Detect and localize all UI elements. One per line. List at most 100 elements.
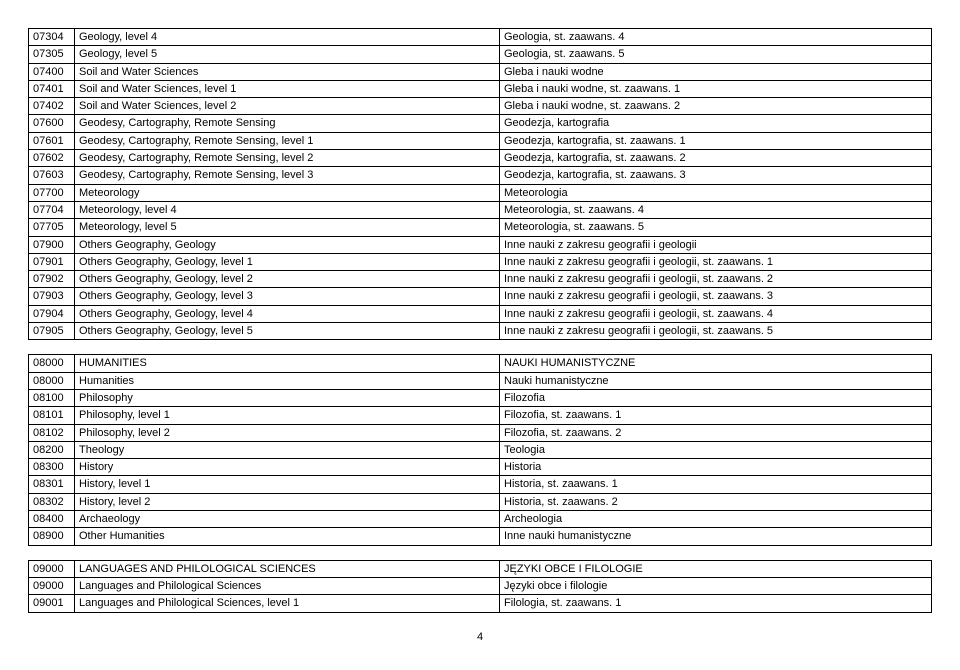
pl-cell: Inne nauki z zakresu geografii i geologi… — [500, 271, 932, 288]
en-cell: Meteorology, level 4 — [75, 201, 500, 218]
en-cell: Philosophy, level 1 — [75, 407, 500, 424]
table-row: 07705Meteorology, level 5Meteorologia, s… — [29, 219, 932, 236]
code-cell: 07602 — [29, 150, 75, 167]
pl-cell: Geologia, st. zaawans. 4 — [500, 29, 932, 46]
code-cell: 08301 — [29, 476, 75, 493]
pl-cell: Gleba i nauki wodne, st. zaawans. 1 — [500, 80, 932, 97]
table-row: 07600Geodesy, Cartography, Remote Sensin… — [29, 115, 932, 132]
pl-cell: NAUKI HUMANISTYCZNE — [500, 355, 932, 372]
pl-cell: Inne nauki z zakresu geografii i geologi… — [500, 323, 932, 340]
code-cell: 07704 — [29, 201, 75, 218]
table-row: 08102Philosophy, level 2Filozofia, st. z… — [29, 424, 932, 441]
code-cell: 07904 — [29, 305, 75, 322]
en-cell: Languages and Philological Sciences, lev… — [75, 595, 500, 612]
code-cell: 08000 — [29, 372, 75, 389]
pl-cell: Geodezja, kartografia — [500, 115, 932, 132]
en-cell: History, level 1 — [75, 476, 500, 493]
pl-cell: Geodezja, kartografia, st. zaawans. 1 — [500, 132, 932, 149]
en-cell: Languages and Philological Sciences — [75, 577, 500, 594]
pl-cell: JĘZYKI OBCE I FILOLOGIE — [500, 560, 932, 577]
pl-cell: Teologia — [500, 441, 932, 458]
code-cell: 07905 — [29, 323, 75, 340]
table-row: 07905Others Geography, Geology, level 5I… — [29, 323, 932, 340]
pl-cell: Gleba i nauki wodne, st. zaawans. 2 — [500, 98, 932, 115]
en-cell: Philosophy, level 2 — [75, 424, 500, 441]
en-cell: Soil and Water Sciences, level 2 — [75, 98, 500, 115]
code-cell: 07900 — [29, 236, 75, 253]
pl-cell: Geologia, st. zaawans. 5 — [500, 46, 932, 63]
pl-cell: Inne nauki z zakresu geografii i geologi… — [500, 236, 932, 253]
pl-cell: Filologia, st. zaawans. 1 — [500, 595, 932, 612]
data-table: 09000LANGUAGES AND PHILOLOGICAL SCIENCES… — [28, 560, 932, 613]
en-cell: Geodesy, Cartography, Remote Sensing — [75, 115, 500, 132]
en-cell: LANGUAGES AND PHILOLOGICAL SCIENCES — [75, 560, 500, 577]
table-row: 09000Languages and Philological Sciences… — [29, 577, 932, 594]
pl-cell: Gleba i nauki wodne — [500, 63, 932, 80]
en-cell: Others Geography, Geology — [75, 236, 500, 253]
pl-cell: Historia, st. zaawans. 1 — [500, 476, 932, 493]
code-cell: 07902 — [29, 271, 75, 288]
code-cell: 08100 — [29, 389, 75, 406]
data-table: 07304Geology, level 4Geologia, st. zaawa… — [28, 28, 932, 340]
table-row: 08302History, level 2Historia, st. zaawa… — [29, 493, 932, 510]
table-row: 07901Others Geography, Geology, level 1I… — [29, 253, 932, 270]
table-row: 07304Geology, level 4Geologia, st. zaawa… — [29, 29, 932, 46]
pl-cell: Geodezja, kartografia, st. zaawans. 2 — [500, 150, 932, 167]
en-cell: Meteorology, level 5 — [75, 219, 500, 236]
pl-cell: Nauki humanistyczne — [500, 372, 932, 389]
table-row: 07400Soil and Water SciencesGleba i nauk… — [29, 63, 932, 80]
en-cell: Philosophy — [75, 389, 500, 406]
code-cell: 07305 — [29, 46, 75, 63]
code-cell: 08200 — [29, 441, 75, 458]
code-cell: 09000 — [29, 577, 75, 594]
table-row: 07602Geodesy, Cartography, Remote Sensin… — [29, 150, 932, 167]
en-cell: Geology, level 4 — [75, 29, 500, 46]
pl-cell: Inne nauki z zakresu geografii i geologi… — [500, 288, 932, 305]
code-cell: 07705 — [29, 219, 75, 236]
en-cell: Others Geography, Geology, level 4 — [75, 305, 500, 322]
pl-cell: Filozofia, st. zaawans. 2 — [500, 424, 932, 441]
data-table: 08000HUMANITIESNAUKI HUMANISTYCZNE08000H… — [28, 354, 932, 545]
code-cell: 07700 — [29, 184, 75, 201]
table-row: 07305Geology, level 5Geologia, st. zaawa… — [29, 46, 932, 63]
table-row: 09001Languages and Philological Sciences… — [29, 595, 932, 612]
en-cell: Others Geography, Geology, level 3 — [75, 288, 500, 305]
table-row: 07902Others Geography, Geology, level 2I… — [29, 271, 932, 288]
table-row: 08101Philosophy, level 1Filozofia, st. z… — [29, 407, 932, 424]
table-row: 08200TheologyTeologia — [29, 441, 932, 458]
en-cell: Geodesy, Cartography, Remote Sensing, le… — [75, 167, 500, 184]
en-cell: Other Humanities — [75, 528, 500, 545]
page-number: 4 — [28, 631, 932, 643]
en-cell: Meteorology — [75, 184, 500, 201]
pl-cell: Inne nauki z zakresu geografii i geologi… — [500, 253, 932, 270]
en-cell: Soil and Water Sciences, level 1 — [75, 80, 500, 97]
pl-cell: Inne nauki humanistyczne — [500, 528, 932, 545]
code-cell: 07903 — [29, 288, 75, 305]
pl-cell: Meteorologia — [500, 184, 932, 201]
pl-cell: Meteorologia, st. zaawans. 5 — [500, 219, 932, 236]
en-cell: Geodesy, Cartography, Remote Sensing, le… — [75, 150, 500, 167]
code-cell: 09000 — [29, 560, 75, 577]
code-cell: 07601 — [29, 132, 75, 149]
en-cell: Archaeology — [75, 511, 500, 528]
table-row: 07700MeteorologyMeteorologia — [29, 184, 932, 201]
en-cell: Others Geography, Geology, level 2 — [75, 271, 500, 288]
code-cell: 07402 — [29, 98, 75, 115]
tables-container: 07304Geology, level 4Geologia, st. zaawa… — [28, 28, 932, 613]
pl-cell: Meteorologia, st. zaawans. 4 — [500, 201, 932, 218]
code-cell: 08400 — [29, 511, 75, 528]
code-cell: 07401 — [29, 80, 75, 97]
code-cell: 08302 — [29, 493, 75, 510]
table-row: 07903Others Geography, Geology, level 3I… — [29, 288, 932, 305]
table-row: 09000LANGUAGES AND PHILOLOGICAL SCIENCES… — [29, 560, 932, 577]
pl-cell: Inne nauki z zakresu geografii i geologi… — [500, 305, 932, 322]
code-cell: 07901 — [29, 253, 75, 270]
code-cell: 08101 — [29, 407, 75, 424]
pl-cell: Archeologia — [500, 511, 932, 528]
code-cell: 08102 — [29, 424, 75, 441]
table-row: 08900Other HumanitiesInne nauki humanist… — [29, 528, 932, 545]
code-cell: 07304 — [29, 29, 75, 46]
table-row: 08000HumanitiesNauki humanistyczne — [29, 372, 932, 389]
table-row: 07402Soil and Water Sciences, level 2Gle… — [29, 98, 932, 115]
table-row: 07704Meteorology, level 4Meteorologia, s… — [29, 201, 932, 218]
